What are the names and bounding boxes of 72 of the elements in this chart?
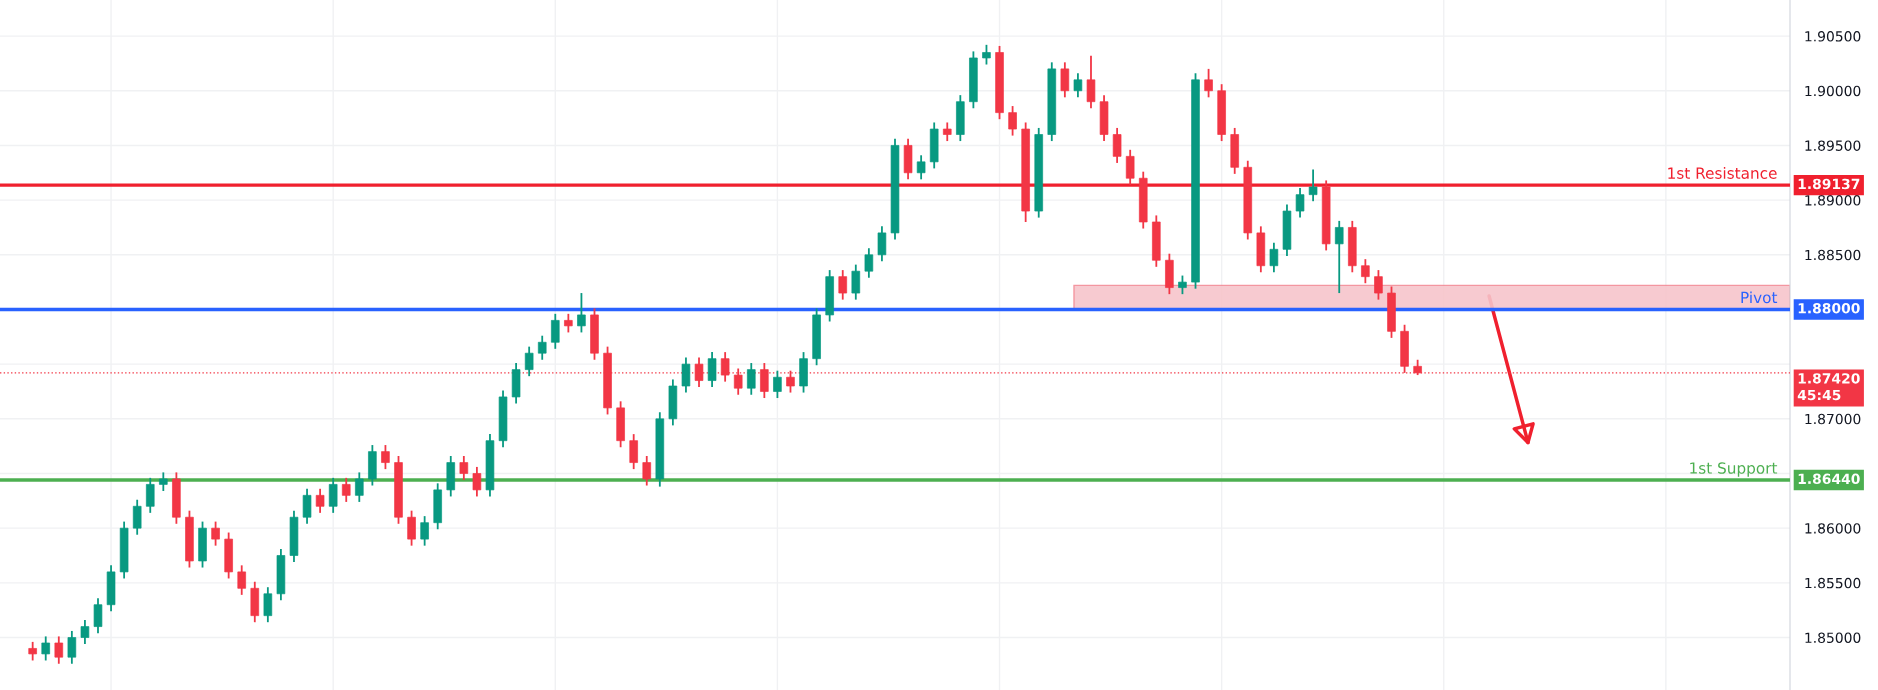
candlestick — [773, 369, 782, 399]
y-tick-label: 1.90000 — [1805, 85, 1861, 97]
candlestick — [263, 586, 273, 624]
candlestick — [838, 269, 848, 301]
text: 45:45 — [1797, 389, 1841, 401]
candlestick — [237, 564, 246, 596]
candlestick — [1178, 274, 1187, 296]
candlestick — [1334, 219, 1344, 294]
candlestick — [459, 455, 469, 481]
ref-line-label: 1st Support — [1690, 462, 1778, 477]
candlestick — [407, 509, 416, 547]
candlestick — [472, 466, 482, 498]
candlestick — [551, 312, 560, 350]
text: 1.86440 — [1798, 473, 1860, 485]
y-tick-label: 1.85000 — [1805, 632, 1861, 643]
candlestick — [1086, 54, 1096, 110]
candlestick — [132, 498, 142, 536]
candlestick — [982, 43, 991, 66]
candlestick — [537, 334, 547, 361]
candlestick — [80, 619, 90, 645]
candlestick — [41, 635, 50, 662]
candlestick — [707, 351, 717, 389]
ref-line-label: Pivot — [1741, 291, 1778, 304]
candlestick — [642, 455, 652, 487]
y-tick-label: 1.89500 — [1805, 140, 1861, 151]
candlestick — [1008, 105, 1017, 137]
candlestick — [1060, 61, 1070, 99]
candlestick — [315, 487, 325, 514]
candlestick — [577, 292, 586, 334]
candlestick — [355, 471, 364, 503]
candlestick — [747, 362, 756, 396]
y-tick-label: 1.90500 — [1805, 31, 1861, 42]
candlestick — [381, 444, 390, 471]
candlestick — [1269, 241, 1279, 274]
candlestick — [1374, 269, 1383, 301]
candlestick — [524, 345, 534, 378]
candlestick — [145, 476, 155, 514]
candlestick — [720, 351, 730, 383]
candlestick — [341, 476, 351, 503]
candlestick — [564, 312, 573, 334]
candlestick — [1112, 127, 1122, 164]
candlestick — [916, 154, 926, 181]
candlestick — [864, 247, 874, 279]
candlestick — [1295, 187, 1305, 219]
candlestick — [28, 640, 37, 662]
candlestick — [1204, 67, 1213, 99]
candlestick — [328, 476, 338, 514]
candlestick — [54, 635, 64, 665]
y-tick-label: 1.86000 — [1805, 523, 1861, 534]
text: 1.88000 — [1798, 302, 1860, 314]
y-tick-label: 1.87000 — [1805, 413, 1861, 425]
y-tick-label: 1.89000 — [1805, 195, 1861, 206]
candlestick — [851, 263, 861, 301]
candlestick — [1361, 258, 1370, 285]
candlestick — [420, 515, 429, 547]
y-tick-label: 1.85500 — [1805, 577, 1861, 589]
candlestick — [302, 487, 312, 525]
candlestick — [93, 597, 103, 635]
text: 1.89137 — [1798, 178, 1860, 190]
candlestick — [629, 433, 638, 471]
y-tick-label: 1.88500 — [1805, 249, 1861, 261]
candlestick — [877, 225, 887, 263]
candlestick — [942, 121, 952, 142]
candlestick — [1308, 168, 1318, 203]
candlestick — [67, 630, 77, 665]
candlestick — [1073, 72, 1083, 99]
text: 1.87420 — [1798, 373, 1860, 384]
candlestick — [159, 471, 168, 492]
ref-line-label: 1st Resistance — [1668, 167, 1777, 179]
candlestick — [681, 356, 691, 394]
candlestick — [211, 520, 220, 547]
candlestick — [1125, 148, 1135, 186]
